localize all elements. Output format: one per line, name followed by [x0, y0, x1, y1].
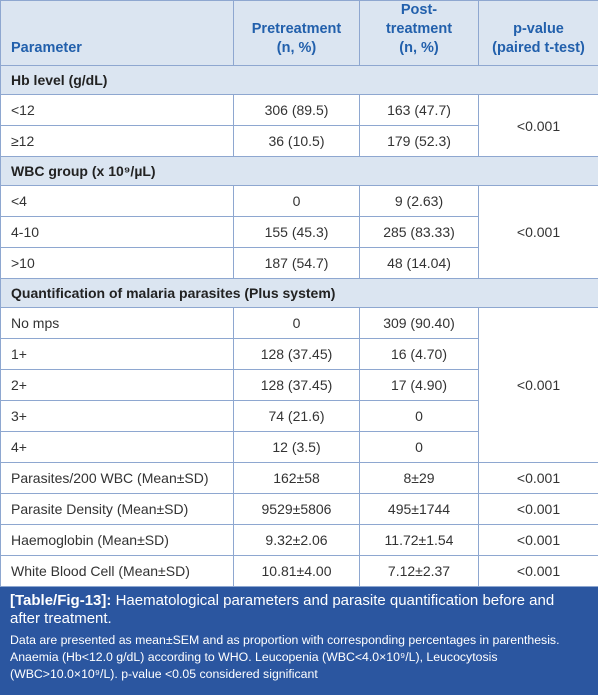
value-cell: 9529±5806	[234, 494, 360, 525]
row-label: Parasites/200 WBC (Mean±SD)	[1, 463, 234, 494]
header-cell: Parameter	[1, 1, 234, 66]
section-row: WBC group (x 10⁹/µL)	[1, 157, 598, 186]
value-cell: 74 (21.6)	[234, 401, 360, 432]
section-title: WBC group (x 10⁹/µL)	[1, 157, 598, 186]
row-label: ≥12	[1, 126, 234, 157]
section-title: Hb level (g/dL)	[1, 66, 598, 95]
value-cell: 12 (3.5)	[234, 432, 360, 463]
caption-main: [Table/Fig-13]: Haematological parameter…	[10, 592, 588, 628]
header-cell: Pretreatment (n, %)	[234, 1, 360, 66]
value-cell: 11.72±1.54	[360, 525, 479, 556]
row-label: Haemoglobin (Mean±SD)	[1, 525, 234, 556]
header-line: Parameter	[11, 40, 82, 56]
caption-label: [Table/Fig-13]:	[10, 592, 111, 609]
value-cell: 128 (37.45)	[234, 370, 360, 401]
value-cell: 0	[360, 432, 479, 463]
value-cell: 155 (45.3)	[234, 217, 360, 248]
value-cell: 7.12±2.37	[360, 556, 479, 587]
header-line: Pretreatment	[252, 21, 341, 37]
value-cell: 179 (52.3)	[360, 126, 479, 157]
row-label: <4	[1, 186, 234, 217]
value-cell: <0.001	[479, 525, 598, 556]
row-label: 4-10	[1, 217, 234, 248]
value-cell: 8±29	[360, 463, 479, 494]
header-line: (paired t-test)	[492, 40, 585, 56]
value-cell: 162±58	[234, 463, 360, 494]
value-cell: 9.32±2.06	[234, 525, 360, 556]
header-line: (n, %)	[277, 40, 316, 56]
caption: [Table/Fig-13]: Haematological parameter…	[0, 587, 598, 695]
value-cell: 187 (54.7)	[234, 248, 360, 279]
row-label: 4+	[1, 432, 234, 463]
value-cell: <0.001	[479, 463, 598, 494]
row-label: Parasite Density (Mean±SD)	[1, 494, 234, 525]
section-title: Quantification of malaria parasites (Plu…	[1, 279, 598, 308]
section-row: Quantification of malaria parasites (Plu…	[1, 279, 598, 308]
row-label: No mps	[1, 308, 234, 339]
value-cell: 16 (4.70)	[360, 339, 479, 370]
value-cell: 0	[234, 186, 360, 217]
p-value-cell: <0.001	[479, 308, 598, 463]
value-cell: 128 (37.45)	[234, 339, 360, 370]
value-cell: <0.001	[479, 556, 598, 587]
value-cell: 17 (4.90)	[360, 370, 479, 401]
p-value-cell: <0.001	[479, 95, 598, 157]
value-cell: <0.001	[479, 494, 598, 525]
header-cell: p-value (paired t-test)	[479, 1, 598, 66]
value-cell: 495±1744	[360, 494, 479, 525]
header-line: Post-treatment	[386, 2, 452, 37]
value-cell: 0	[360, 401, 479, 432]
value-cell: 0	[234, 308, 360, 339]
row-label: 1+	[1, 339, 234, 370]
value-cell: 9 (2.63)	[360, 186, 479, 217]
caption-note: Data are presented as mean±SEM and as pr…	[10, 632, 588, 683]
value-cell: 36 (10.5)	[234, 126, 360, 157]
value-cell: 306 (89.5)	[234, 95, 360, 126]
value-cell: 163 (47.7)	[360, 95, 479, 126]
value-cell: 309 (90.40)	[360, 308, 479, 339]
value-cell: 48 (14.04)	[360, 248, 479, 279]
header-line: (n, %)	[399, 40, 438, 56]
value-cell: 10.81±4.00	[234, 556, 360, 587]
row-label: 2+	[1, 370, 234, 401]
row-label: 3+	[1, 401, 234, 432]
row-label: >10	[1, 248, 234, 279]
p-value-cell: <0.001	[479, 186, 598, 279]
row-label: <12	[1, 95, 234, 126]
row-label: White Blood Cell (Mean±SD)	[1, 556, 234, 587]
header-cell: Post-treatment (n, %)	[360, 1, 479, 66]
value-cell: 285 (83.33)	[360, 217, 479, 248]
section-row: Hb level (g/dL)	[1, 66, 598, 95]
header-line: p-value	[513, 21, 564, 37]
